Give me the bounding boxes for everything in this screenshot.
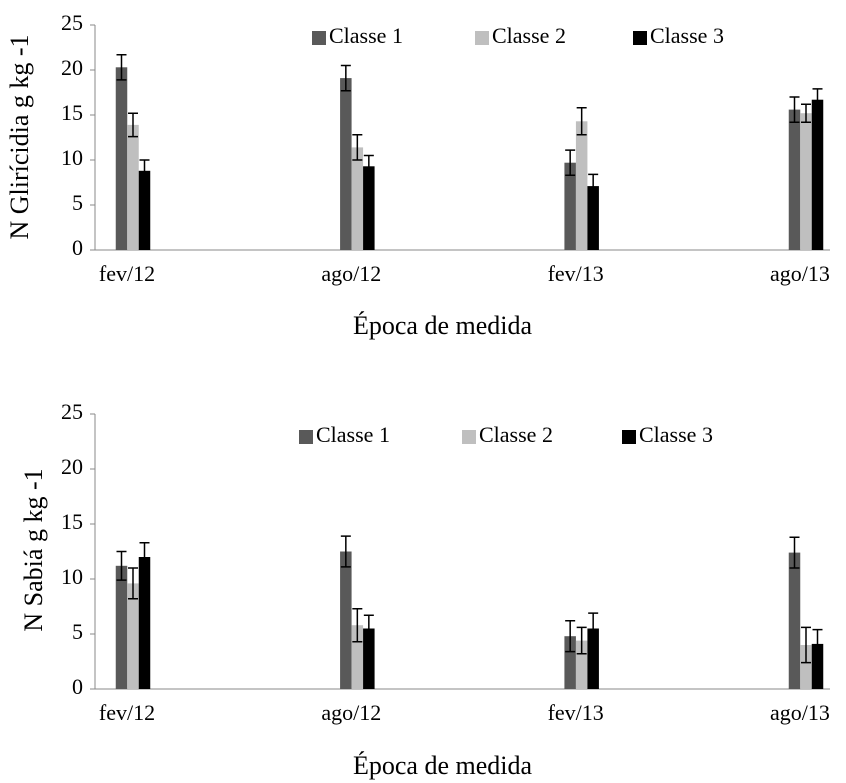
y-tick-label: 15: [61, 100, 83, 125]
x-tick-label: fev/12: [99, 700, 155, 725]
bar: [138, 557, 151, 689]
legend-swatch: [299, 430, 313, 444]
error-bar: [565, 620, 576, 653]
error-bar: [340, 64, 351, 92]
legend-swatch: [462, 430, 476, 444]
bar: [811, 99, 824, 250]
error-bar: [128, 567, 138, 600]
error-bar: [812, 628, 823, 659]
bar: [115, 565, 128, 689]
error-bar: [812, 88, 823, 112]
legend-swatch: [622, 430, 636, 444]
legend-label: Classe 1: [329, 23, 403, 48]
error-bar: [363, 154, 374, 178]
y-axis-title: N Glirícidia g kg -1: [5, 34, 34, 239]
error-bar: [789, 96, 800, 123]
bar: [587, 186, 599, 250]
error-bar: [116, 550, 127, 581]
bar: [351, 625, 364, 689]
bar: [363, 166, 375, 250]
error-bar: [588, 173, 599, 199]
y-tick-label: 25: [61, 10, 83, 35]
bar: [363, 628, 375, 689]
error-bar: [789, 536, 800, 569]
x-tick-label: fev/12: [99, 261, 155, 286]
y-tick-label: 0: [72, 235, 83, 260]
y-tick-label: 5: [72, 619, 83, 644]
x-tick-label: fev/13: [548, 261, 604, 286]
y-tick-label: 5: [72, 190, 83, 215]
legend-label: Classe 3: [639, 422, 713, 447]
y-tick-label: 15: [61, 509, 83, 534]
bar: [575, 121, 588, 250]
bar: [564, 636, 576, 689]
bar: [564, 162, 576, 250]
error-bar: [801, 103, 811, 123]
y-tick-label: 20: [61, 454, 83, 479]
error-bar: [128, 112, 138, 138]
x-tick-label: ago/13: [770, 700, 830, 725]
bar: [115, 67, 128, 250]
x-tick-label: ago/12: [321, 261, 381, 286]
y-axis-title: N Sabiá g kg -1: [19, 468, 48, 631]
bar: [127, 583, 139, 689]
bar: [138, 170, 151, 250]
y-tick-label: 20: [61, 55, 83, 80]
legend-label: Classe 1: [316, 422, 390, 447]
legend-swatch: [475, 31, 489, 45]
legend-label: Classe 3: [650, 23, 724, 48]
error-bar: [139, 159, 150, 183]
bar: [800, 645, 812, 689]
bar: [340, 551, 352, 689]
error-bar: [139, 541, 150, 573]
bar: [575, 640, 588, 689]
bar: [340, 78, 352, 250]
error-bar: [801, 626, 811, 664]
y-tick-label: 10: [61, 564, 83, 589]
x-tick-label: ago/12: [321, 700, 381, 725]
x-tick-label: fev/13: [548, 700, 604, 725]
bar: [788, 552, 801, 689]
bar: [788, 109, 801, 250]
x-axis-title: Época de medida: [353, 751, 532, 780]
y-tick-label: 25: [61, 399, 83, 424]
legend-swatch: [633, 31, 647, 45]
bar: [811, 643, 824, 689]
bar: [127, 124, 139, 250]
error-bar: [352, 607, 363, 643]
error-bar: [565, 149, 576, 177]
bar: [800, 113, 812, 250]
error-bar: [116, 53, 127, 81]
y-tick-label: 0: [72, 674, 83, 699]
bar: [587, 628, 599, 689]
error-bar: [340, 535, 351, 568]
x-tick-label: ago/13: [770, 261, 830, 286]
legend-swatch: [312, 31, 326, 45]
error-bar: [576, 107, 587, 136]
y-tick-label: 10: [61, 145, 83, 170]
error-bar: [588, 612, 599, 645]
bar: [351, 147, 364, 250]
legend-label: Classe 2: [479, 422, 553, 447]
error-bar: [576, 626, 587, 655]
error-bar: [352, 134, 363, 161]
x-axis-title: Época de medida: [353, 311, 532, 340]
error-bar: [363, 614, 374, 643]
legend-label: Classe 2: [492, 23, 566, 48]
